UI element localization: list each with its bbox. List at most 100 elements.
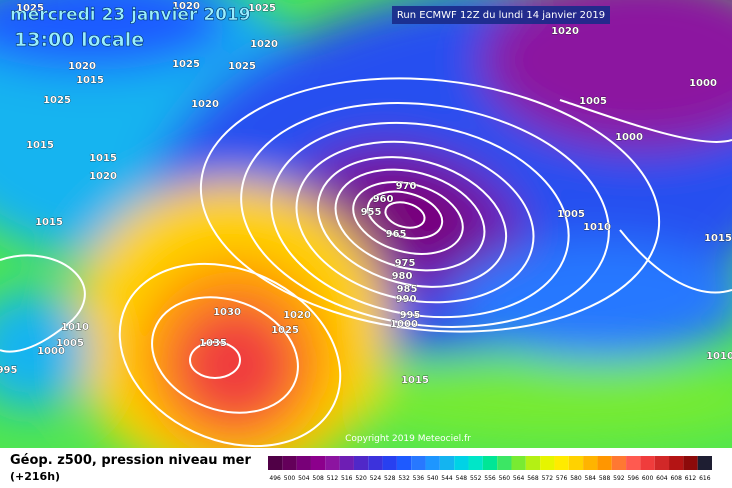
legend-swatch (296, 456, 311, 470)
legend-swatch (411, 456, 426, 470)
legend-swatch (468, 456, 483, 470)
legend-label: 528 (384, 475, 396, 482)
legend-swatch (482, 456, 498, 470)
legend-label: 540 (427, 475, 439, 482)
isobar-label: 1020 (172, 1, 200, 12)
legend-label: 556 (484, 475, 496, 482)
legend-swatch (540, 456, 555, 470)
run-info: Run ECMWF 12Z du lundi 14 janvier 2019 (397, 10, 605, 21)
legend-label: 504 (298, 475, 310, 482)
isobar-label: 995 (0, 365, 17, 376)
legend-swatch (525, 456, 541, 470)
legend-label: 560 (499, 475, 511, 482)
legend-label: 580 (570, 475, 582, 482)
isobar-label: 1025 (248, 3, 276, 14)
date: mercredi 23 janvier 2019 (10, 5, 251, 25)
legend-label: 604 (656, 475, 668, 482)
isobar-label: 1015 (26, 140, 54, 151)
legend-swatch (454, 456, 469, 470)
legend-swatch (626, 456, 641, 470)
legend: 496 500 504 508 512 516 520 524 528 532 536 540 544 5… (268, 456, 712, 482)
isobar-label: 1015 (35, 217, 63, 228)
isobar-label: 995 (400, 310, 421, 321)
legend-swatch (382, 456, 397, 470)
legend-label: 576 (556, 475, 568, 482)
legend-label: 508 (312, 475, 324, 482)
isobar-label: 1025 (271, 325, 299, 336)
legend-swatch (368, 456, 383, 470)
isobar-label: 1015 (704, 233, 732, 244)
legend-swatch (497, 456, 512, 470)
isobar-label: 1020 (191, 99, 219, 110)
isobar-label: 1025 (16, 3, 44, 14)
legend-swatch (396, 456, 412, 470)
isobar-label: 1020 (551, 26, 579, 37)
legend-swatch (640, 456, 655, 470)
isobar-label: 1030 (213, 307, 241, 318)
isobar-labels: 1025 1020 1025 1020 1025 1025 1020 1015 1025 1020… (0, 1, 732, 387)
isobar-label: 970 (396, 181, 417, 192)
isobar-label: 1005 (557, 209, 585, 220)
legend-label: 552 (470, 475, 482, 482)
legend-swatch (282, 456, 297, 470)
legend-label: 572 (542, 475, 554, 482)
legend-swatch (568, 456, 584, 470)
isobar-label: 985 (397, 284, 418, 295)
legend-swatch (339, 456, 354, 470)
legend-label: 500 (284, 475, 296, 482)
isobar-label: 1010 (61, 322, 89, 333)
legend-swatch (511, 456, 526, 470)
isobar-label: 1025 (228, 61, 256, 72)
isobar-label: 1020 (283, 310, 311, 321)
isobar-label: 1025 (172, 59, 200, 70)
legend-label: 516 (341, 475, 353, 482)
isobar-label: 1000 (37, 346, 65, 357)
isobar-label: 990 (396, 294, 417, 305)
isobar-label: 1020 (89, 171, 117, 182)
legend-label: 588 (599, 475, 611, 482)
isobar-label: 1025 (43, 95, 71, 106)
legend-swatch (583, 456, 598, 470)
isobar-label: 1010 (583, 222, 611, 233)
isobar-label: 1015 (89, 153, 117, 164)
legend-swatch (353, 456, 369, 470)
isobar-label: 965 (386, 229, 407, 240)
time: 13:00 locale (14, 29, 144, 51)
isobar-label: 1000 (689, 78, 717, 89)
legend-swatch (611, 456, 627, 470)
legend-label: 520 (355, 475, 367, 482)
isobar-label: 960 (373, 194, 394, 205)
isobar-label: 1000 (390, 319, 418, 330)
legend-swatch (425, 456, 440, 470)
legend-swatch (325, 456, 340, 470)
isobar-label: 955 (361, 207, 382, 218)
legend-label: 608 (670, 475, 682, 482)
isobar-label: 1000 (615, 132, 643, 143)
legend-label: 596 (627, 475, 639, 482)
legend-label: 616 (699, 475, 711, 482)
legend-label: 564 (513, 475, 525, 482)
contours (0, 77, 732, 448)
legend-label: 584 (585, 475, 597, 482)
legend-label: 600 (642, 475, 654, 482)
legend-swatch (310, 456, 326, 470)
legend-label: 532 (398, 475, 410, 482)
legend-label: 548 (456, 475, 468, 482)
isobar-label: 1005 (579, 96, 607, 107)
footer-title: Géop. z500, pression niveau mer (10, 453, 251, 468)
legend-swatch (554, 456, 569, 470)
isobar-label: 1035 (199, 338, 227, 349)
legend-swatch (268, 456, 283, 470)
isobar-label: 975 (395, 258, 416, 269)
isobar-label: 980 (392, 271, 413, 282)
legend-swatch (697, 456, 712, 470)
legend-label: 592 (613, 475, 625, 482)
isobar-label: 1015 (401, 375, 429, 386)
legend-label: 512 (327, 475, 339, 482)
legend-swatch (654, 456, 670, 470)
legend-label: 544 (441, 475, 453, 482)
legend-label: 496 (269, 475, 281, 482)
isobar-label: 1015 (76, 75, 104, 86)
